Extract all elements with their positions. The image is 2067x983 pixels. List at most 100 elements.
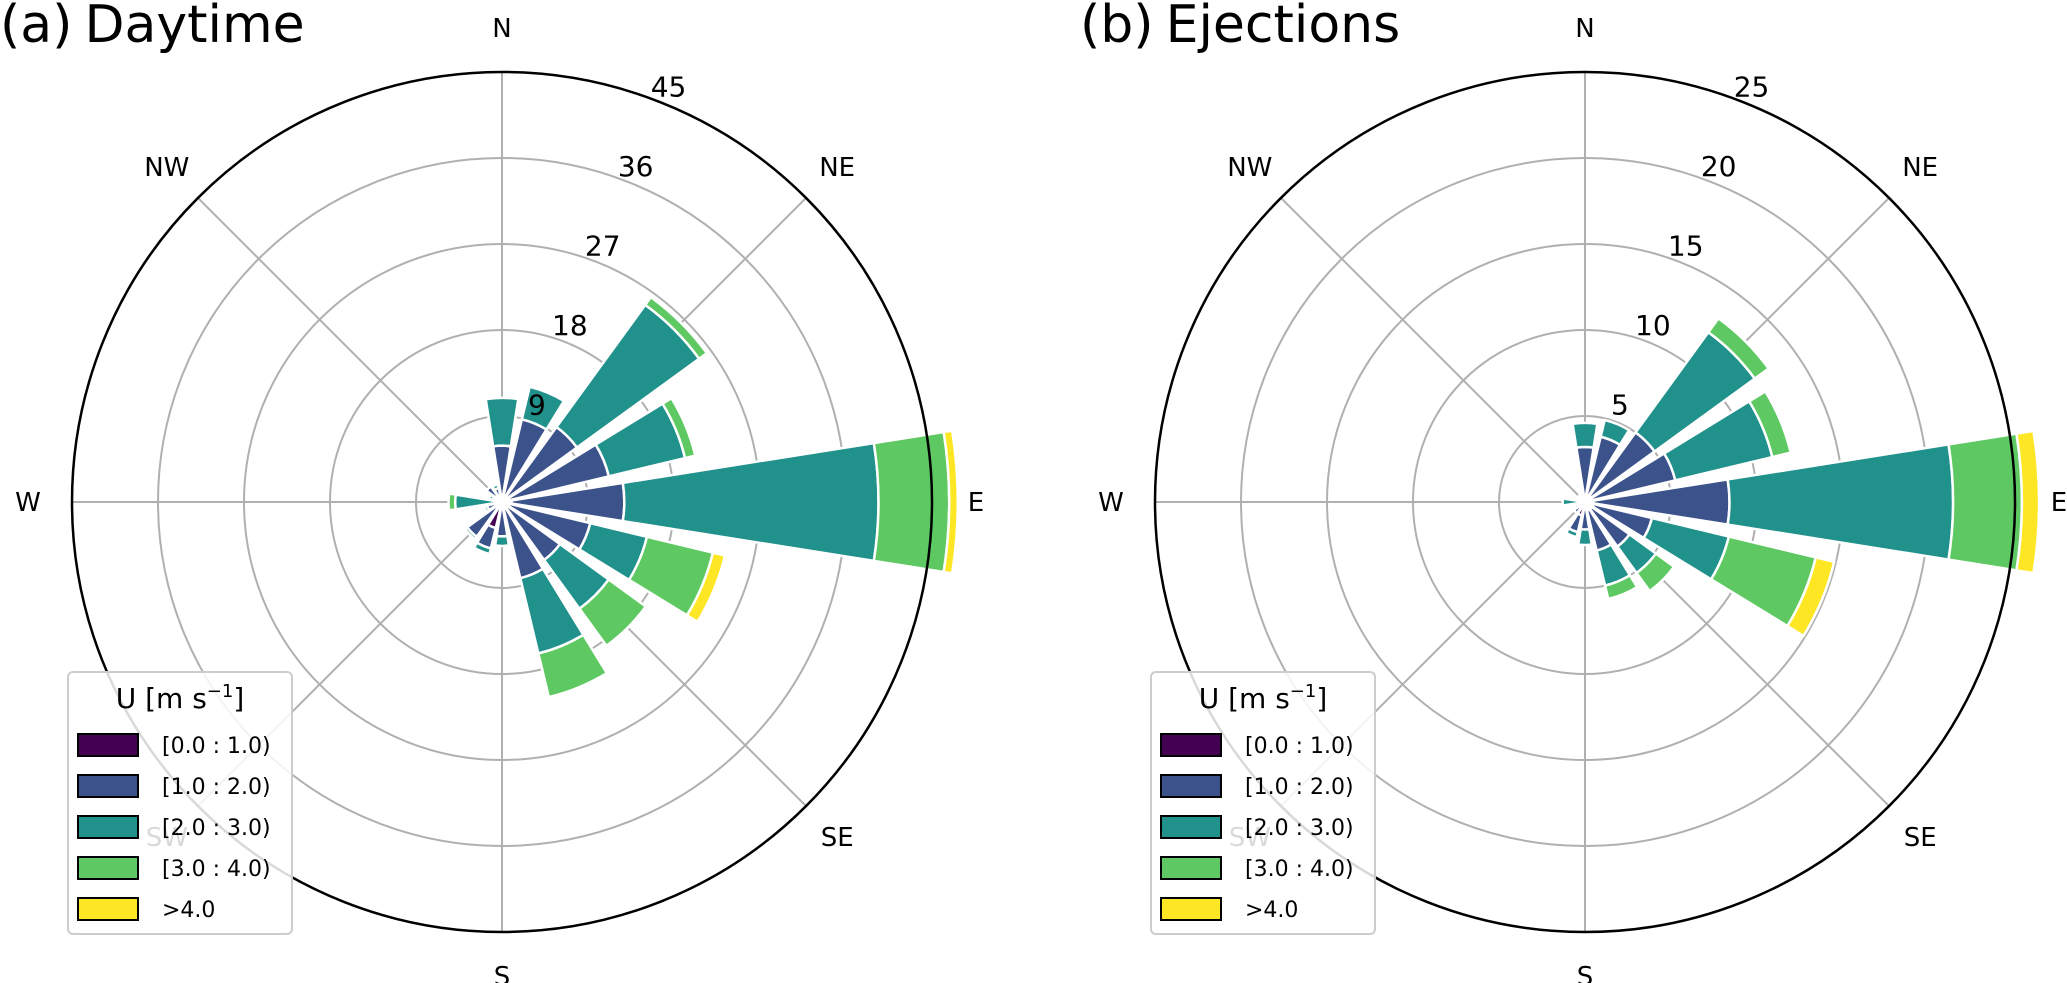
petal-sw-bin-1 (1572, 503, 1584, 515)
legend-label-1: [1.0 : 2.0) (162, 775, 271, 800)
legend-label-1: [1.0 : 2.0) (1245, 775, 1354, 800)
legend-title-end: ] (1316, 682, 1327, 715)
panel-label: (a) (0, 0, 72, 55)
petal-ene-bin-3 (660, 396, 697, 460)
petal-se-bin-3 (577, 577, 648, 648)
legend-swatch-3 (1160, 856, 1222, 880)
legend-label-0: [0.0 : 1.0) (1245, 734, 1354, 759)
petal-ne-bin-3 (1706, 316, 1771, 381)
direction-label-n: N (1575, 14, 1594, 44)
radial-tick-label: 15 (1668, 230, 1704, 263)
petal-sse-bin-3 (536, 633, 609, 699)
legend-label-4: >4.0 (162, 898, 215, 923)
legend-swatch-4 (77, 897, 139, 921)
legend-swatch-0 (1160, 733, 1222, 757)
direction-label-s: S (1577, 962, 1594, 983)
panel-label: (b) (1080, 0, 1154, 55)
legend-title-sup: −1 (1290, 681, 1317, 702)
direction-label-nw: NW (1227, 153, 1272, 183)
legend-swatch-1 (1160, 774, 1222, 798)
radial-tick-label: 20 (1701, 150, 1737, 183)
petal-sw-bin-2 (463, 525, 479, 541)
legend-title: U [m s−1] (1199, 681, 1328, 715)
direction-label-w: W (1098, 488, 1124, 518)
legend-swatch-0 (77, 733, 139, 757)
petal-e-bin-3 (1947, 432, 2024, 572)
direction-labels: NNEESESSWWNW (1098, 14, 2067, 983)
windrose-panel-ejections: (b)Ejections510152025NNEESESSWWNWU [m s−… (1080, 0, 2067, 983)
petals (447, 295, 959, 699)
radial-tick-label: 36 (618, 150, 654, 183)
petal-sse-bin-3 (1603, 573, 1639, 601)
petal-e-bin-4 (2015, 429, 2041, 575)
petal-nw-bin-1 (484, 484, 500, 500)
direction-label-ne: NE (1902, 153, 1938, 183)
legend-title-main: U [m s (116, 682, 207, 715)
legend-label-3: [3.0 : 4.0) (162, 857, 271, 882)
legend-title: U [m s−1] (116, 681, 245, 715)
petal-e-bin-3 (872, 430, 951, 574)
outer-circle (1153, 70, 2017, 934)
petal-nnw-bin-2 (490, 482, 501, 492)
legend-swatch-2 (1160, 815, 1222, 839)
legend-swatch-3 (77, 856, 139, 880)
petal-nne-bin-2 (520, 385, 566, 432)
legend-label-0: [0.0 : 1.0) (162, 734, 271, 759)
direction-label-n: N (492, 14, 511, 44)
petal-nnw-bin-1 (1578, 492, 1586, 501)
petal-w-bin-3 (447, 492, 458, 512)
petal-ssw-bin-2 (472, 541, 493, 556)
legend-label-4: >4.0 (1245, 898, 1298, 923)
petal-ese-bin-4 (685, 551, 727, 624)
legend-label-2: [2.0 : 3.0) (1245, 816, 1354, 841)
petal-w-bin-2 (1561, 497, 1580, 507)
legend-title-sup: −1 (207, 681, 234, 702)
radial-tick-label: 5 (1611, 389, 1629, 422)
chart-title: (b) Ejections (1080, 0, 1400, 55)
petal-n-bin-2 (1571, 421, 1599, 450)
panel-title: Daytime (84, 0, 304, 55)
grid-spoke (1280, 197, 1586, 503)
petal-ene-bin-3 (1747, 389, 1793, 459)
radial-tick-label: 9 (528, 389, 546, 422)
radial-tick-labels: 5 10 15 20 25 (1611, 71, 1769, 422)
panel-title: Ejections (1166, 0, 1401, 55)
grid-spoke (197, 197, 503, 503)
radial-tick-label: 25 (1734, 71, 1770, 104)
chart-title: (a) Daytime (0, 0, 305, 55)
petal-ne-bin-3 (643, 295, 709, 361)
direction-label-s: S (494, 962, 511, 983)
direction-label-nw: NW (144, 153, 189, 183)
petal-nne-bin-2 (1599, 418, 1631, 447)
radial-tick-label: 18 (552, 309, 588, 342)
petal-ese-bin-4 (1785, 555, 1836, 638)
legend-label-2: [2.0 : 3.0) (162, 816, 271, 841)
petal-se-bin-3 (1634, 551, 1676, 593)
petal-s-bin-2 (1576, 527, 1594, 547)
legend-swatch-2 (77, 815, 139, 839)
legend-title-main: U [m s (1199, 682, 1290, 715)
legend-label-3: [3.0 : 4.0) (1245, 857, 1354, 882)
petal-e-bin-2 (1726, 442, 1955, 562)
direction-label-se: SE (821, 823, 854, 853)
petal-s-bin-2 (493, 534, 511, 548)
legend-swatch-1 (77, 774, 139, 798)
legend-title-end: ] (233, 682, 244, 715)
outer-circle (70, 70, 934, 934)
radial-tick-label: 45 (651, 71, 687, 104)
legend-swatch-4 (1160, 897, 1222, 921)
radial-tick-label: 10 (1635, 309, 1671, 342)
direction-label-w: W (15, 488, 41, 518)
legend: U [m s−1] [0.0 : 1.0) [1.0 : 2.0) [2.0 : 3.… (1150, 671, 1376, 935)
petals (1561, 316, 2041, 638)
direction-label-e: E (968, 488, 984, 518)
direction-label-ne: NE (819, 153, 855, 183)
petal-e-bin-4 (942, 429, 959, 575)
windrose-panel-daytime: (a)Daytime918273645NNEESESSWWNWU [m s−1]… (0, 0, 984, 983)
petal-wsw-bin-2 (482, 504, 491, 514)
radial-tick-label: 27 (585, 230, 621, 263)
radial-tick-labels: 9 18 27 36 45 (528, 71, 686, 422)
direction-label-se: SE (1904, 823, 1937, 853)
legend: U [m s−1] [0.0 : 1.0) [1.0 : 2.0) [2.0 : 3.… (67, 671, 293, 935)
